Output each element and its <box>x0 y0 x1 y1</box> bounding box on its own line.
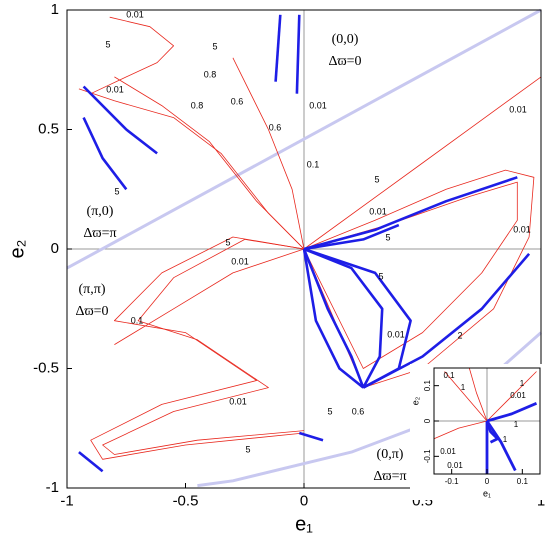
annotation: 5 <box>114 186 119 196</box>
annotation: 0.01 <box>513 224 531 234</box>
curve <box>274 14 282 82</box>
x-tick-label: 0 <box>300 492 308 509</box>
annotation: 0.01 <box>440 447 456 456</box>
x-tick-label: 1 <box>537 492 545 509</box>
y-tick-label: -0.1 <box>423 449 432 463</box>
annotation: 0.01 <box>309 100 327 110</box>
annotation: 5 <box>327 406 332 416</box>
annotation: 0.01 <box>509 104 527 114</box>
annotation: 0.8 <box>204 69 217 79</box>
annotation: 5 <box>225 237 230 247</box>
y-tick-label: 0.5 <box>38 120 59 137</box>
annotation: 0.01 <box>231 256 249 266</box>
annotation: 0.6 <box>231 96 244 106</box>
annotation: 0.01 <box>106 84 124 94</box>
annotation: (0,0) <box>332 32 359 47</box>
annotation: Δϖ=π <box>373 469 406 484</box>
annotation: 2 <box>457 330 462 340</box>
annotation: (π,π) <box>79 282 106 297</box>
curve <box>303 181 518 369</box>
annotation: 5 <box>105 39 110 49</box>
y-axis-label: e₂ <box>410 396 420 405</box>
curve <box>303 247 384 389</box>
curve <box>298 431 324 442</box>
y-tick-label: -1 <box>46 479 59 496</box>
annotation: 5 <box>212 41 217 51</box>
annotation: 0.01 <box>369 206 387 216</box>
annotation: 0.01 <box>229 396 247 406</box>
annotation: 1 <box>503 435 508 444</box>
curve <box>90 16 175 95</box>
curve <box>362 252 531 389</box>
annotation: 1 <box>461 383 466 392</box>
annotation: 5 <box>385 232 390 242</box>
curve <box>90 236 305 460</box>
annotation: (π,0) <box>87 204 114 219</box>
curve <box>66 8 542 270</box>
x-axis-label: e₁ <box>295 513 313 535</box>
annotation: 0.6 <box>352 406 365 416</box>
annotation: 5 <box>378 271 383 281</box>
x-tick-label: 0.1 <box>517 477 529 486</box>
annotation: 0.01 <box>510 391 526 400</box>
curve <box>302 248 365 389</box>
annotation: Δϖ=0 <box>75 304 108 319</box>
annotation: Δϖ=0 <box>328 54 361 69</box>
annotation: 1 <box>514 420 519 429</box>
curve <box>102 238 305 455</box>
annotation: (0,π) <box>377 447 404 462</box>
annotation: 0.1 <box>443 371 455 380</box>
curve <box>82 85 158 155</box>
curve <box>444 371 488 422</box>
annotation: 0.01 <box>447 461 463 470</box>
curve <box>232 57 305 250</box>
y-tick-label: -0.5 <box>33 359 59 376</box>
y-tick-label: 1 <box>51 1 59 18</box>
curve <box>303 176 518 251</box>
curve <box>433 420 488 440</box>
y-tick-label: 0 <box>51 240 59 257</box>
x-tick-label: -0.1 <box>445 477 459 486</box>
curve <box>82 117 128 191</box>
curve <box>303 223 400 251</box>
annotation: 5 <box>374 174 379 184</box>
annotation: 0.01 <box>126 9 144 19</box>
curve <box>486 371 537 422</box>
curve <box>485 420 500 444</box>
y-tick-label: 0.1 <box>423 380 432 392</box>
annotation: 0.1 <box>131 315 144 325</box>
y-tick-label: 0 <box>423 418 432 423</box>
curve <box>78 88 305 250</box>
annotation: 0.01 <box>387 329 405 339</box>
curve <box>303 76 542 250</box>
annotation: 5 <box>245 444 250 454</box>
x-tick-label: 0 <box>485 477 490 486</box>
annotation: 1 <box>520 379 525 388</box>
annotation: Δϖ=π <box>83 226 116 241</box>
x-tick-label: -1 <box>60 492 73 509</box>
y-axis-label: e₂ <box>6 240 28 259</box>
annotation: 0.1 <box>307 159 320 169</box>
curve <box>114 248 305 345</box>
curve <box>302 248 365 389</box>
curve <box>303 169 535 389</box>
curve <box>303 247 412 389</box>
annotation: 0.8 <box>191 100 204 110</box>
curve <box>468 367 488 422</box>
x-tick-label: -0.5 <box>173 492 199 509</box>
curve <box>295 14 301 94</box>
curve <box>78 451 104 473</box>
curve <box>114 76 305 250</box>
x-axis-label: e₁ <box>483 488 491 498</box>
curve <box>485 420 517 472</box>
curve <box>486 402 538 423</box>
annotation: 0.6 <box>269 122 282 132</box>
